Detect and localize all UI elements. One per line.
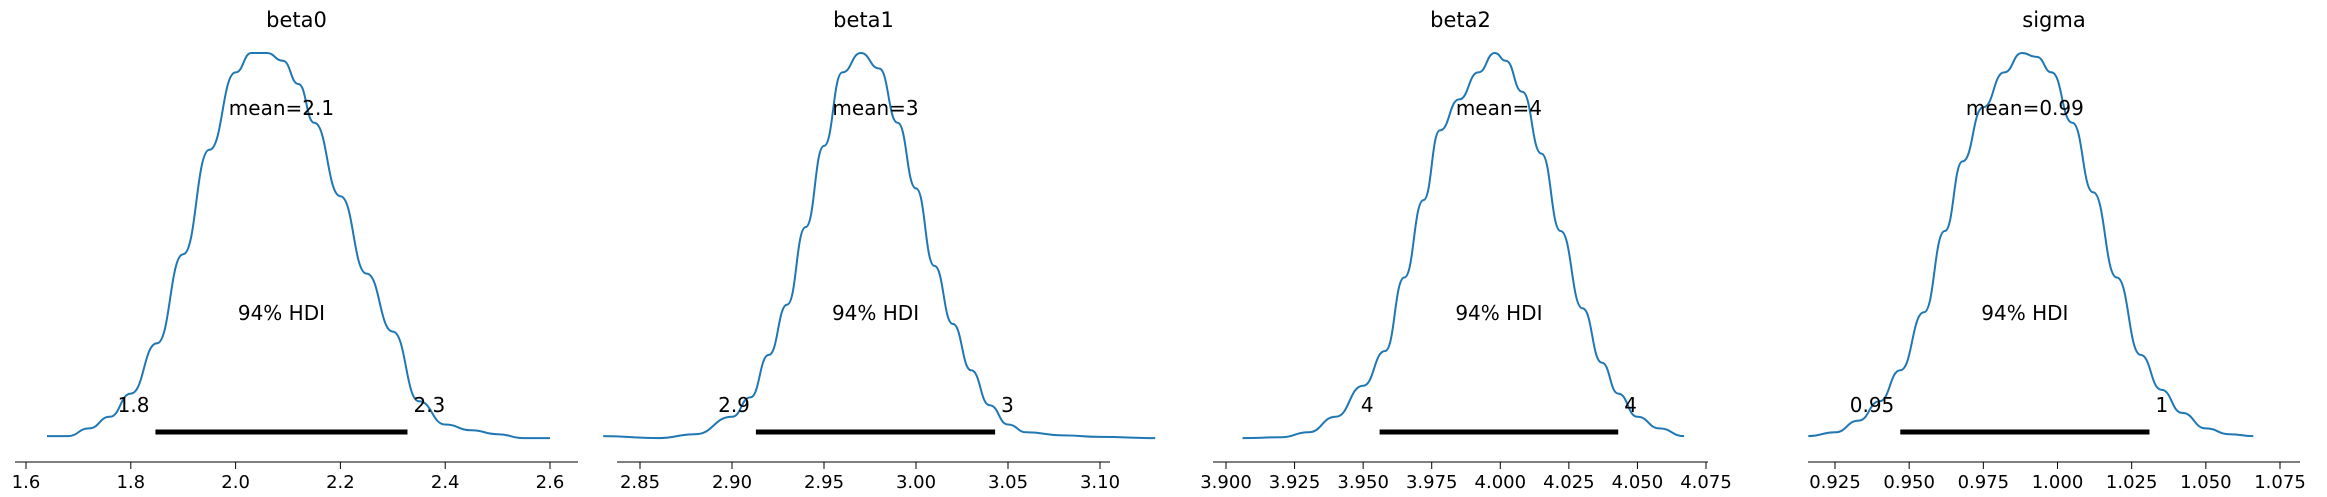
- x-tick-label: 1.075: [2254, 472, 2306, 493]
- panel-beta2: beta2 mean=4 94% HDI 4 4 3.900 3.925 3.950 3.975…: [1200, 8, 1732, 493]
- hdi-low-label: 0.95: [1850, 393, 1895, 417]
- x-tick-label: 0.925: [1809, 472, 1861, 493]
- density-curve: [1242, 51, 1685, 440]
- x-tick-label: 4.000: [1475, 472, 1527, 493]
- mean-label: mean=4: [1456, 96, 1542, 120]
- x-tick-label: 3.950: [1337, 472, 1389, 493]
- x-tick-label: 2.90: [712, 472, 752, 493]
- hdi-low-label: 4: [1361, 393, 1374, 417]
- panel-title: beta2: [1430, 8, 1491, 32]
- mean-label: mean=0.99: [1966, 96, 2084, 120]
- x-tick-label: 2.85: [620, 472, 660, 493]
- x-tick-label: 2.0: [221, 472, 250, 493]
- hdi-high-label: 3: [1001, 393, 1014, 417]
- x-tick-label: 3.925: [1269, 472, 1321, 493]
- hdi-low-label: 2.9: [718, 393, 750, 417]
- x-tick-label: 1.6: [12, 472, 41, 493]
- x-tick-label: 1.025: [2106, 472, 2158, 493]
- x-tick-label: 3.05: [988, 472, 1028, 493]
- hdi-label: 94% HDI: [1455, 301, 1542, 325]
- density-curve: [1808, 51, 2254, 438]
- x-tick-label: 2.4: [431, 472, 460, 493]
- x-tick-label: 0.950: [1883, 472, 1935, 493]
- x-tick-label: 3.900: [1200, 472, 1252, 493]
- x-tick-label: 3.00: [896, 472, 936, 493]
- x-tick-label: 3.10: [1080, 472, 1120, 493]
- mean-label: mean=2.1: [229, 96, 334, 120]
- x-tick-label: 1.000: [2032, 472, 2084, 493]
- x-tick-label: 2.2: [326, 472, 355, 493]
- hdi-high-label: 4: [1624, 393, 1637, 417]
- panel-sigma: sigma mean=0.99 94% HDI 0.95 1 0.925 0.950 0.97…: [1808, 8, 2306, 493]
- hdi-high-label: 2.3: [413, 393, 445, 417]
- x-tick-label: 2.95: [804, 472, 844, 493]
- x-tick-label: 2.6: [536, 472, 565, 493]
- density-curve: [603, 51, 1156, 440]
- mean-label: mean=3: [832, 96, 918, 120]
- panel-title: beta1: [833, 8, 894, 32]
- x-tick-label: 1.050: [2180, 472, 2232, 493]
- hdi-high-label: 1: [2155, 393, 2168, 417]
- hdi-label: 94% HDI: [832, 301, 919, 325]
- x-tick-label: 1.8: [116, 472, 145, 493]
- hdi-low-label: 1.8: [118, 393, 150, 417]
- density-curve: [47, 52, 551, 440]
- hdi-label: 94% HDI: [238, 301, 325, 325]
- panel-beta0: beta0 mean=2.1 94% HDI 1.8 2.3 1.6 1.8 2.0 2.2 2.…: [12, 8, 578, 493]
- x-tick-label: 4.050: [1612, 472, 1664, 493]
- panel-title: sigma: [2022, 8, 2085, 32]
- hdi-label: 94% HDI: [1981, 301, 2068, 325]
- panel-beta1: beta1 mean=3 94% HDI 2.9 3 2.85 2.90 2.95 3.00 3.…: [603, 8, 1156, 493]
- panel-title: beta0: [266, 8, 327, 32]
- x-tick-label: 0.975: [1958, 472, 2010, 493]
- x-tick-label: 4.075: [1680, 472, 1732, 493]
- x-tick-label: 3.975: [1406, 472, 1458, 493]
- x-tick-label: 4.025: [1543, 472, 1595, 493]
